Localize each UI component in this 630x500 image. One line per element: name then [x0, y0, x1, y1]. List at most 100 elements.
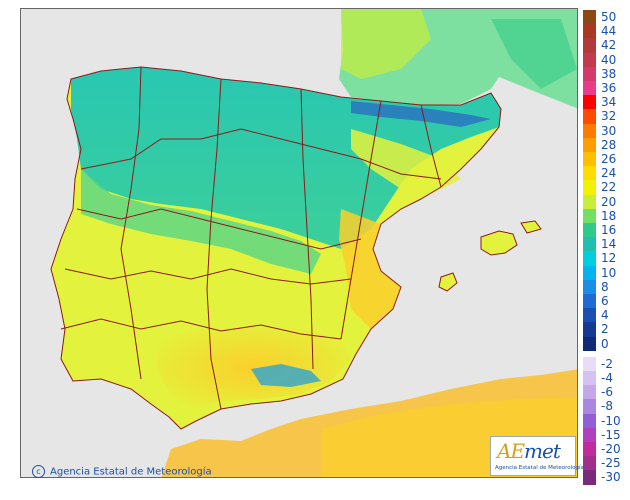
- legend-label: 26: [601, 152, 617, 166]
- legend-row: -8: [583, 399, 629, 414]
- legend-swatch: [583, 180, 596, 195]
- legend-label: 18: [601, 208, 617, 223]
- legend-row: 26: [583, 152, 629, 167]
- legend-swatch: [583, 95, 596, 110]
- legend-label: -20: [601, 442, 621, 456]
- legend-label: 14: [601, 237, 617, 252]
- map-canvas: [21, 9, 577, 477]
- legend-row: 16: [583, 223, 629, 238]
- credit-text: Agencia Estatal de Meteorología: [50, 466, 212, 478]
- east-coast-warm-zone: [339, 209, 401, 329]
- legend-row: 0: [583, 336, 629, 351]
- legend-row: -2: [583, 356, 629, 371]
- legend-label: 4: [601, 308, 609, 323]
- pyrenees-zone: [351, 101, 491, 127]
- province-borders: [50, 66, 542, 430]
- logo-mark-a: AE: [497, 439, 525, 463]
- legend-label: 12: [601, 251, 617, 266]
- legend-swatch: [583, 166, 596, 181]
- legend-swatch: [583, 152, 596, 167]
- legend-swatch: [583, 66, 596, 81]
- legend-swatch: [583, 123, 596, 138]
- sierra-nevada-zone: [251, 364, 321, 387]
- legend-swatch: [583, 336, 596, 351]
- legend-swatch: [583, 442, 596, 457]
- legend-swatch: [583, 24, 596, 39]
- legend-label: 32: [601, 109, 617, 124]
- credit-line: c Agencia Estatal de Meteorología: [32, 465, 212, 478]
- legend-row: 20: [583, 194, 629, 209]
- legend-label: 38: [601, 66, 617, 81]
- legend-swatch: [583, 371, 596, 386]
- legend-swatch: [583, 308, 596, 323]
- legend-label: 10: [601, 265, 617, 280]
- legend-label: -8: [601, 399, 613, 414]
- legend-label: 40: [601, 52, 617, 67]
- france-west-land: [341, 9, 431, 79]
- legend-swatch: [583, 294, 596, 309]
- legend-row: 28: [583, 137, 629, 152]
- legend-row: 44: [583, 24, 629, 39]
- legend-swatch: [583, 52, 596, 67]
- legend-label: -10: [601, 413, 621, 428]
- france-alps-land: [491, 19, 577, 89]
- legend-row: 40: [583, 52, 629, 67]
- legend-swatch: [583, 194, 596, 209]
- south-warm-zone: [156, 327, 351, 409]
- legend-swatch: [583, 356, 596, 371]
- legend-swatch: [583, 137, 596, 152]
- legend-row: 2: [583, 322, 629, 337]
- legend-label: -30: [601, 470, 621, 485]
- legend-swatch: [583, 413, 596, 428]
- legend-swatch: [583, 456, 596, 471]
- central-transition-zone: [81, 169, 321, 274]
- legend-row: -15: [583, 427, 629, 442]
- legend-row: 10: [583, 265, 629, 280]
- legend-label: 50: [601, 10, 617, 24]
- legend-row: 34: [583, 95, 629, 110]
- legend-label: 2: [601, 322, 609, 337]
- legend-label: -15: [601, 427, 621, 442]
- logo-mark: AEmet: [497, 439, 561, 463]
- aemet-logo: AEmet Agencia Estatal de Meteorología: [490, 436, 584, 476]
- legend-swatch: [583, 251, 596, 266]
- legend-label: 20: [601, 194, 617, 209]
- legend-label: 34: [601, 95, 617, 110]
- legend-label: 30: [601, 123, 617, 138]
- legend-swatch: [583, 279, 596, 294]
- legend-swatch: [583, 237, 596, 252]
- legend-row: -20: [583, 442, 629, 457]
- legend-row: 32: [583, 109, 629, 124]
- legend-label: -2: [601, 356, 613, 371]
- legend-label: -25: [601, 456, 621, 471]
- legend-label: 36: [601, 81, 617, 95]
- temperature-legend: 50 44 42 40 38 36 34 32 30 28 26 24 22 20 18 16 14 12 10 8 6…: [583, 10, 629, 485]
- legend-label: 22: [601, 180, 617, 195]
- logo-mark-b: met: [524, 439, 561, 463]
- legend-row: 6: [583, 294, 629, 309]
- legend-swatch: [583, 427, 596, 442]
- legend-row: 24: [583, 166, 629, 181]
- legend-row: 42: [583, 38, 629, 53]
- legend-row: 8: [583, 279, 629, 294]
- legend-swatch: [583, 10, 596, 25]
- legend-swatch: [583, 265, 596, 280]
- legend-swatch: [583, 81, 596, 96]
- legend-row: 4: [583, 308, 629, 323]
- legend-row: 38: [583, 66, 629, 81]
- legend-label: 44: [601, 24, 617, 39]
- legend-label: 28: [601, 137, 617, 152]
- legend-swatch: [583, 399, 596, 414]
- legend-row: 14: [583, 237, 629, 252]
- legend-label: 6: [601, 294, 609, 308]
- logo-subtitle: Agencia Estatal de Meteorología: [495, 465, 584, 471]
- legend-swatch: [583, 38, 596, 53]
- legend-row: 30: [583, 123, 629, 138]
- legend-label: 24: [601, 166, 617, 181]
- legend-label: 16: [601, 223, 617, 237]
- legend-swatch: [583, 223, 596, 238]
- legend-label: -4: [601, 371, 613, 385]
- legend-row: -4: [583, 371, 629, 386]
- legend-swatch: [583, 385, 596, 400]
- legend-row: 50: [583, 10, 629, 25]
